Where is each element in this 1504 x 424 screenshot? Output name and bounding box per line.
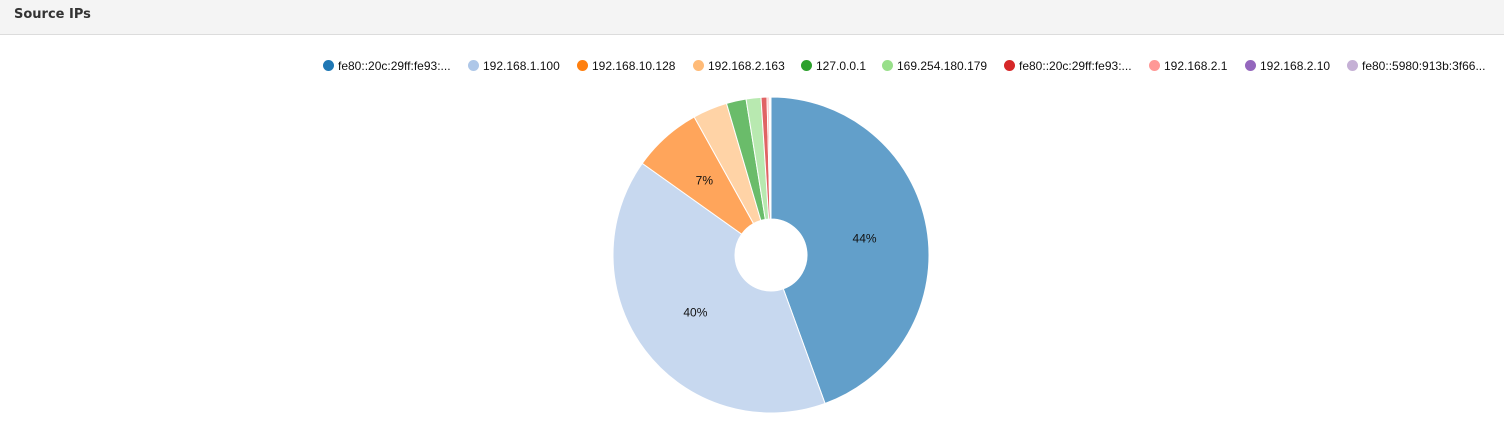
panel-header: Source IPs bbox=[0, 0, 1504, 35]
pie-slice[interactable] bbox=[770, 96, 930, 405]
legend-label: 192.168.1.100 bbox=[483, 59, 560, 73]
pie-slice[interactable] bbox=[612, 162, 826, 414]
legend-label: 169.254.180.179 bbox=[897, 59, 988, 73]
legend-label: 192.168.2.163 bbox=[708, 59, 785, 73]
legend-swatch bbox=[1245, 60, 1256, 71]
legend-label: 192.168.2.1 bbox=[1164, 59, 1228, 73]
pie-chart: 44% 40% 7% bbox=[612, 96, 930, 414]
legend-swatch bbox=[1149, 60, 1160, 71]
legend-label: fe80::20c:29ff:fe93:... bbox=[1019, 59, 1132, 73]
legend-swatch bbox=[693, 60, 704, 71]
panel-title: Source IPs bbox=[14, 7, 91, 22]
legend-label: 127.0.0.1 bbox=[816, 59, 867, 73]
legend-swatch bbox=[577, 60, 588, 71]
pie-slice[interactable] bbox=[769, 96, 772, 220]
legend-swatch bbox=[468, 60, 479, 71]
legend-swatch bbox=[1347, 60, 1358, 71]
legend-label: fe80::5980:913b:3f66... bbox=[1362, 59, 1486, 73]
legend-swatch bbox=[801, 60, 812, 71]
legend-label: fe80::20c:29ff:fe93:... bbox=[338, 59, 451, 73]
legend-swatch bbox=[882, 60, 893, 71]
slice-data-label: 44% bbox=[853, 232, 877, 246]
legend-swatch bbox=[323, 60, 334, 71]
chart-body: fe80::20c:29ff:fe93:... 192.168.1.100 19… bbox=[0, 36, 1504, 424]
legend-label: 192.168.10.128 bbox=[592, 59, 676, 73]
slice-data-label: 40% bbox=[683, 306, 707, 320]
legend-swatch bbox=[1004, 60, 1015, 71]
legend-label: 192.168.2.10 bbox=[1260, 59, 1331, 73]
slice-data-label: 7% bbox=[696, 173, 714, 187]
